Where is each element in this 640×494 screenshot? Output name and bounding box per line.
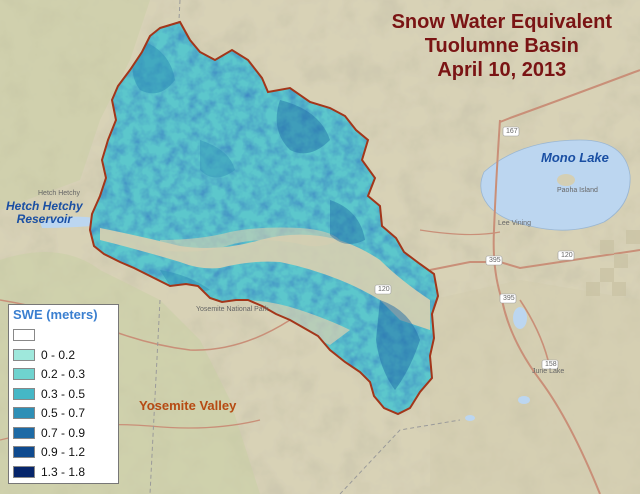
legend-swatch bbox=[13, 329, 35, 341]
grant-lake bbox=[513, 307, 527, 329]
road-158 bbox=[519, 299, 549, 361]
label-lee-vining: Lee Vining bbox=[498, 220, 531, 227]
legend-item: 0.3 - 0.5 bbox=[13, 386, 118, 403]
legend-title: SWE (meters) bbox=[13, 307, 98, 322]
paoha-island bbox=[557, 174, 575, 186]
label-paoha-island: Paoha Island bbox=[557, 187, 598, 194]
legend-item: 0.9 - 1.2 bbox=[13, 444, 118, 461]
legend-label: 0.5 - 0.7 bbox=[41, 406, 86, 420]
forest-area-northwest bbox=[0, 0, 150, 210]
legend-swatch bbox=[13, 426, 35, 439]
legend-swatch bbox=[13, 348, 35, 361]
legend-swatch bbox=[13, 446, 35, 458]
label-route-167: 167 bbox=[506, 128, 518, 135]
legend-swatch bbox=[13, 368, 35, 380]
label-route-120-west: 120 bbox=[378, 286, 390, 293]
legend-label: 0.9 - 1.2 bbox=[41, 445, 86, 459]
label-june-lake: June Lake bbox=[532, 368, 565, 375]
label-route-395: 395 bbox=[489, 257, 501, 264]
map-title: Snow Water Equivalent Tuolumne Basin Apr… bbox=[392, 10, 612, 82]
legend-label: 1.3 - 1.8 bbox=[41, 464, 86, 479]
hetch-hetchy-reservoir bbox=[40, 216, 97, 228]
label-route-120: 120 bbox=[561, 252, 573, 259]
legend-label: 0.7 - 0.9 bbox=[41, 425, 86, 440]
legend-swatch bbox=[13, 407, 35, 419]
legend-item: 0.2 - 0.3 bbox=[13, 366, 118, 383]
land-parcels bbox=[586, 230, 640, 296]
title-line-1: Snow Water Equivalent bbox=[391, 11, 612, 33]
legend-item: 1.3 - 1.8 bbox=[13, 464, 118, 481]
label-hetch-hetchy-small: Hetch Hetchy bbox=[38, 190, 81, 197]
legend-label: 0.3 - 0.5 bbox=[41, 386, 86, 401]
small-lake bbox=[518, 396, 530, 404]
basin-outline bbox=[88, 20, 440, 416]
road-lee-vining bbox=[419, 229, 501, 236]
legend-swatch bbox=[13, 465, 35, 478]
reservoir-label-line-1: Hetch Hetchy bbox=[6, 199, 83, 213]
legend-swatch bbox=[13, 387, 35, 400]
legend-label: 0.2 - 0.3 bbox=[41, 367, 86, 381]
hetch-hetchy-reservoir-label: Hetch Hetchy Reservoir bbox=[6, 200, 83, 226]
label-route-158: 158 bbox=[545, 361, 557, 368]
legend-item: 0.5 - 0.7 bbox=[13, 405, 118, 422]
yosemite-valley-label: Yosemite Valley bbox=[139, 398, 237, 413]
mono-lake-label: Mono Lake bbox=[541, 150, 609, 165]
legend-item: 0.7 - 0.9 bbox=[13, 425, 118, 442]
label-route-395-south: 395 bbox=[503, 295, 515, 302]
title-line-2: Tuolumne Basin bbox=[424, 35, 579, 57]
legend-label: 0 - 0.2 bbox=[41, 347, 76, 362]
label-yosemite-park: Yosemite National Park bbox=[196, 306, 269, 313]
legend-item bbox=[13, 327, 118, 344]
legend-item: 0 - 0.2 bbox=[13, 347, 118, 364]
title-line-3: April 10, 2013 bbox=[437, 59, 567, 81]
small-lake bbox=[465, 415, 475, 421]
route-shields bbox=[374, 126, 575, 370]
terrain-east bbox=[430, 280, 640, 494]
reservoir-label-line-2: Reservoir bbox=[16, 212, 73, 226]
road-167 bbox=[499, 69, 640, 123]
swe-legend: SWE (meters) 0 - 0.2 0.2 - 0.3 0.3 - 0.5 0.… bbox=[8, 304, 119, 484]
mono-lake bbox=[480, 139, 631, 231]
